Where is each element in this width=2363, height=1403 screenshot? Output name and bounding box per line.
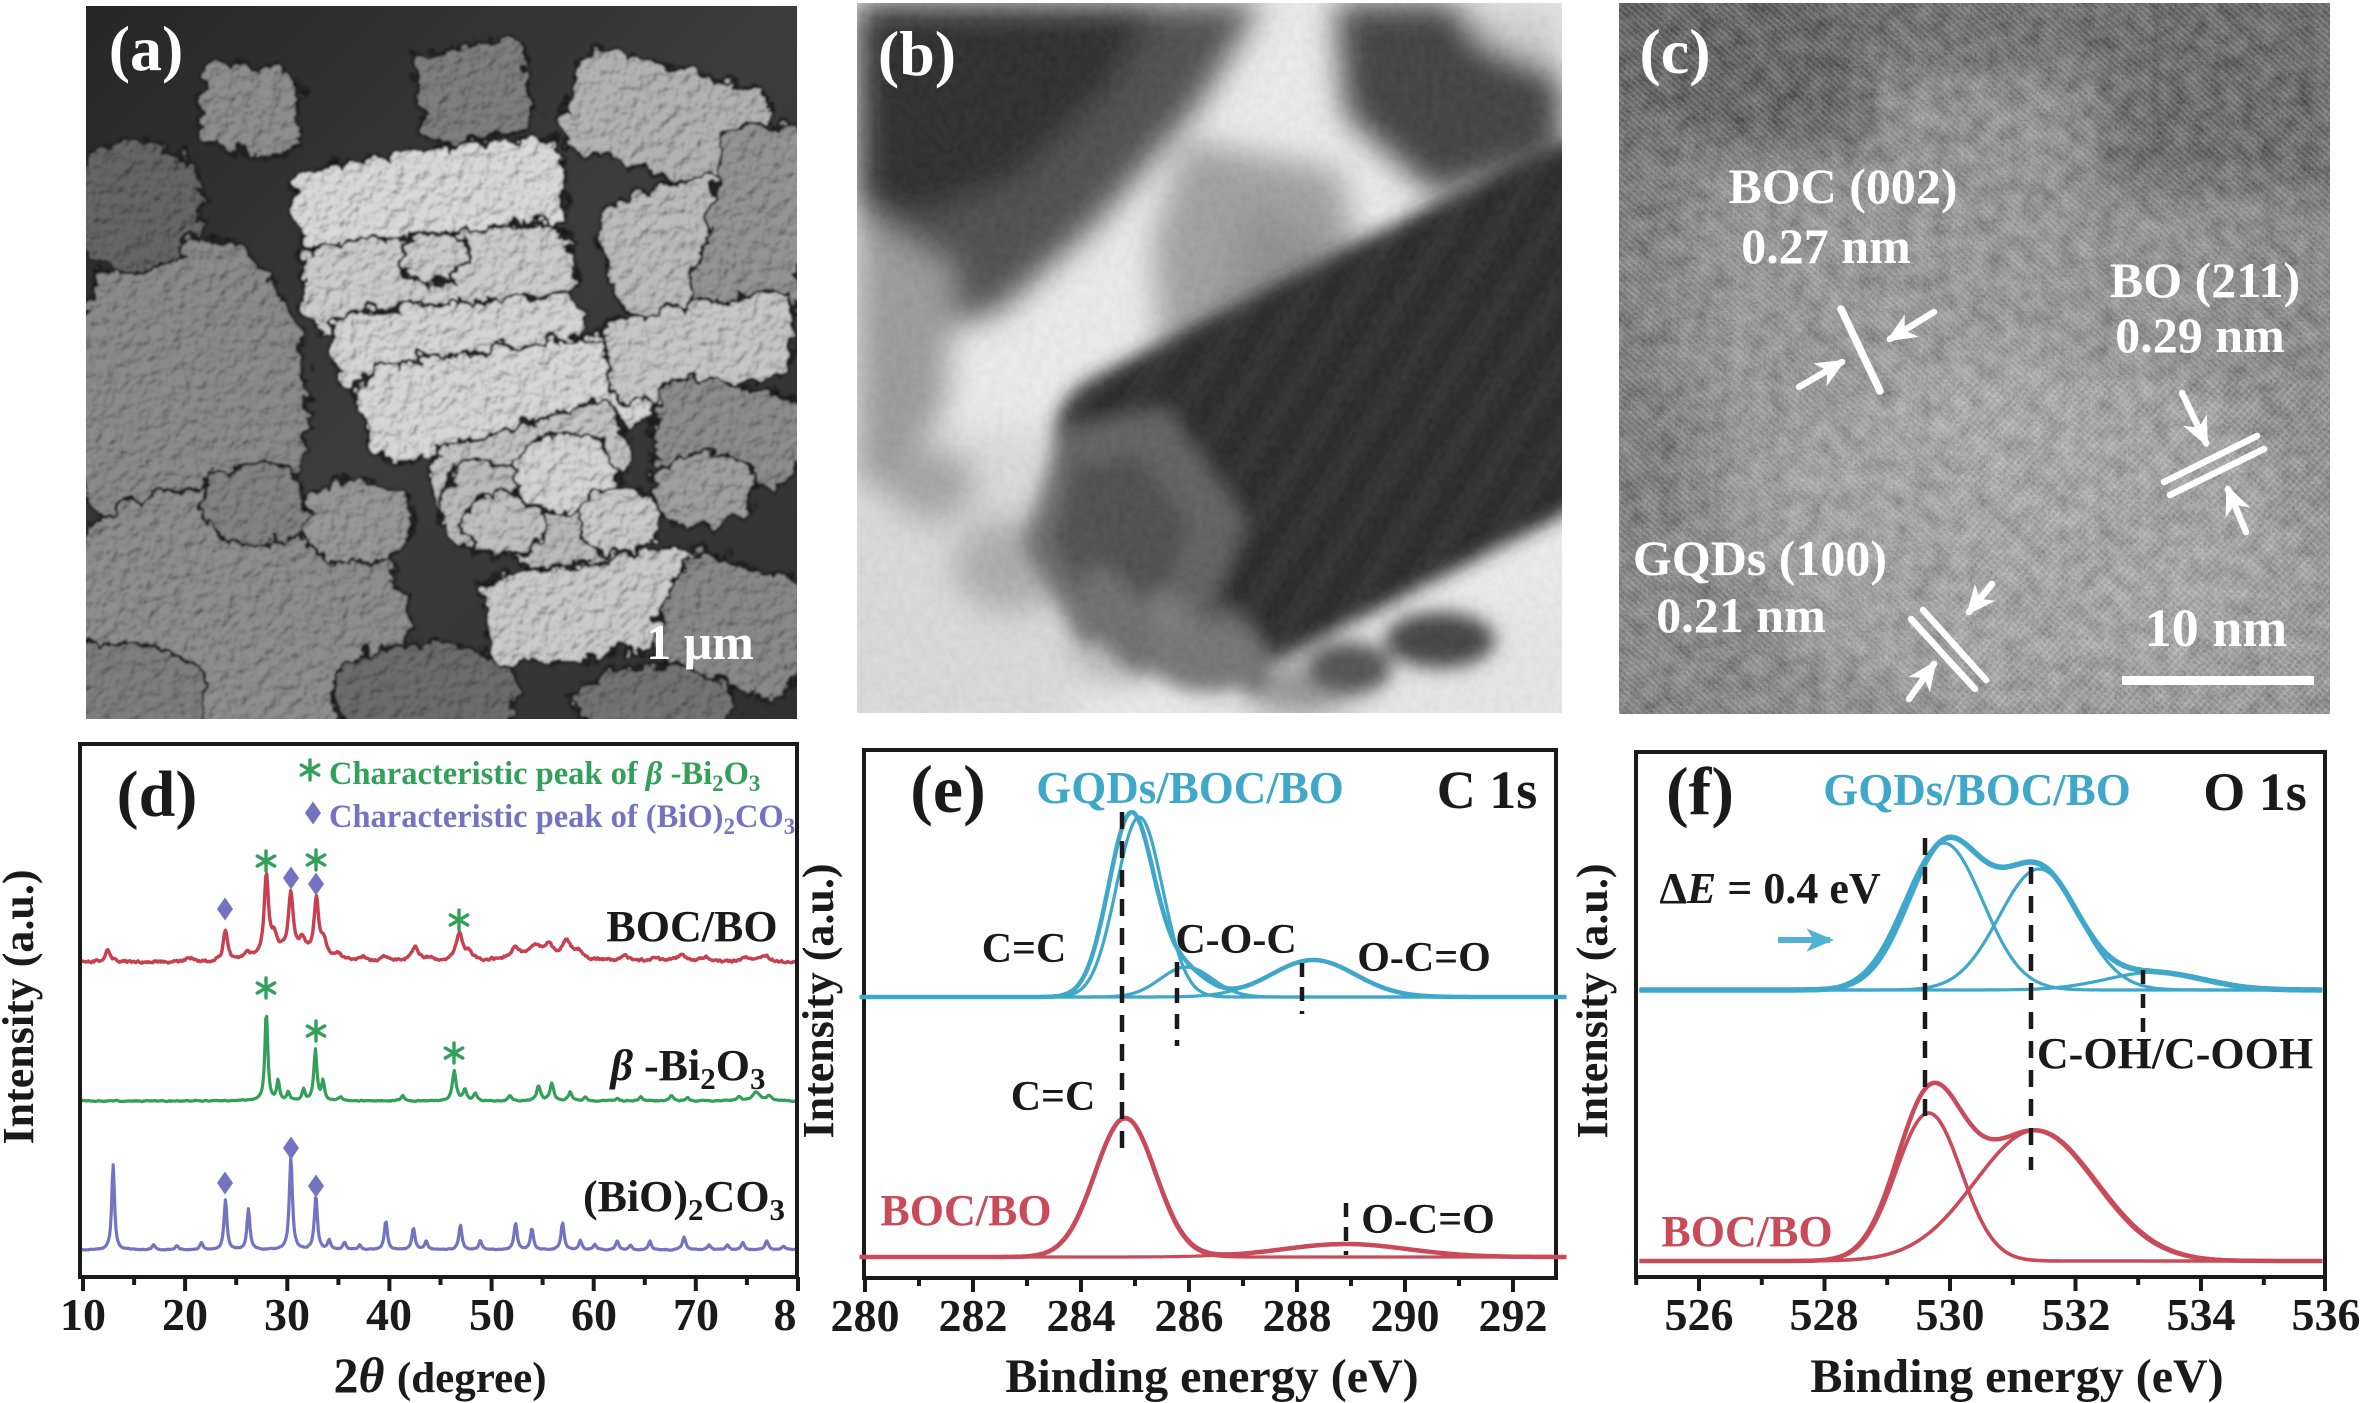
svg-text:0.27 nm: 0.27 nm bbox=[1741, 218, 1910, 274]
svg-text:530: 530 bbox=[1916, 1289, 1985, 1340]
svg-text:(e): (e) bbox=[910, 751, 985, 827]
svg-text:30: 30 bbox=[264, 1289, 310, 1340]
svg-text:BO (211): BO (211) bbox=[2110, 252, 2300, 308]
svg-text:GQDs (100): GQDs (100) bbox=[1633, 530, 1887, 586]
svg-text:292: 292 bbox=[1479, 1290, 1548, 1341]
svg-text:C-OH/C-OOH: C-OH/C-OOH bbox=[2037, 1029, 2313, 1078]
svg-text:0.21 nm: 0.21 nm bbox=[1656, 587, 1825, 643]
svg-text:532: 532 bbox=[2042, 1289, 2111, 1340]
svg-text:O-C=O: O-C=O bbox=[1361, 1197, 1495, 1243]
svg-text:(c): (c) bbox=[1639, 16, 1710, 87]
svg-text:BOC (002): BOC (002) bbox=[1728, 158, 1957, 214]
svg-text:0.29 nm: 0.29 nm bbox=[2115, 307, 2284, 363]
svg-text:282: 282 bbox=[939, 1290, 1008, 1341]
svg-text:8: 8 bbox=[774, 1289, 797, 1340]
svg-text:286: 286 bbox=[1155, 1290, 1224, 1341]
svg-text:Binding energy (eV): Binding energy (eV) bbox=[1005, 1350, 1418, 1403]
svg-text:1 μm: 1 μm bbox=[646, 614, 754, 670]
svg-text:526: 526 bbox=[1665, 1289, 1734, 1340]
svg-text:BOC/BO: BOC/BO bbox=[1661, 1207, 1832, 1256]
svg-text:70: 70 bbox=[673, 1289, 719, 1340]
svg-text:C=C: C=C bbox=[982, 926, 1067, 972]
svg-text:534: 534 bbox=[2167, 1289, 2236, 1340]
svg-text:Characteristic peak of (BiO)2C: Characteristic peak of (BiO)2CO3 bbox=[329, 799, 795, 839]
svg-text:536: 536 bbox=[2292, 1289, 2361, 1340]
svg-text:C-O-C: C-O-C bbox=[1175, 917, 1296, 963]
svg-text:284: 284 bbox=[1047, 1290, 1116, 1341]
svg-text:10 nm: 10 nm bbox=[2145, 598, 2288, 658]
svg-text:C=C: C=C bbox=[1011, 1074, 1096, 1120]
svg-text:20: 20 bbox=[162, 1289, 208, 1340]
svg-text:(a): (a) bbox=[109, 13, 184, 84]
svg-text:Intensity (a.u.): Intensity (a.u.) bbox=[0, 869, 43, 1144]
svg-text:(BiO)2CO3: (BiO)2CO3 bbox=[583, 1172, 785, 1227]
svg-text:290: 290 bbox=[1371, 1290, 1440, 1341]
svg-text:Intensity (a.u.): Intensity (a.u.) bbox=[794, 863, 843, 1138]
svg-text:10: 10 bbox=[60, 1289, 106, 1340]
svg-text:GQDs/BOC/BO: GQDs/BOC/BO bbox=[1036, 763, 1344, 813]
svg-text:280: 280 bbox=[831, 1290, 900, 1341]
svg-text:2θ (degree): 2θ (degree) bbox=[333, 1347, 546, 1403]
svg-text:(b): (b) bbox=[878, 18, 956, 89]
svg-text:O 1s: O 1s bbox=[2203, 762, 2307, 822]
svg-text:BOC/BO: BOC/BO bbox=[606, 902, 777, 951]
svg-text:β -Bi2O3: β -Bi2O3 bbox=[608, 1041, 765, 1096]
svg-text:(d): (d) bbox=[117, 758, 198, 831]
svg-text:BOC/BO: BOC/BO bbox=[880, 1186, 1051, 1235]
svg-text:Binding energy (eV): Binding energy (eV) bbox=[1810, 1350, 2223, 1403]
svg-text:GQDs/BOC/BO: GQDs/BOC/BO bbox=[1823, 765, 2131, 815]
svg-text:528: 528 bbox=[1790, 1289, 1859, 1340]
svg-text:ΔE = 0.4 eV: ΔE = 0.4 eV bbox=[1659, 864, 1881, 913]
svg-text:Intensity (a.u.): Intensity (a.u.) bbox=[1568, 863, 1617, 1138]
svg-text:40: 40 bbox=[366, 1289, 412, 1340]
svg-text:60: 60 bbox=[571, 1289, 617, 1340]
svg-text:Characteristic peak of β -Bi2O: Characteristic peak of β -Bi2O3 bbox=[329, 756, 760, 796]
svg-text:C 1s: C 1s bbox=[1437, 760, 1538, 820]
svg-text:50: 50 bbox=[469, 1289, 515, 1340]
svg-text:(f): (f) bbox=[1666, 753, 1734, 829]
svg-text:288: 288 bbox=[1263, 1290, 1332, 1341]
svg-text:O-C=O: O-C=O bbox=[1357, 935, 1491, 981]
